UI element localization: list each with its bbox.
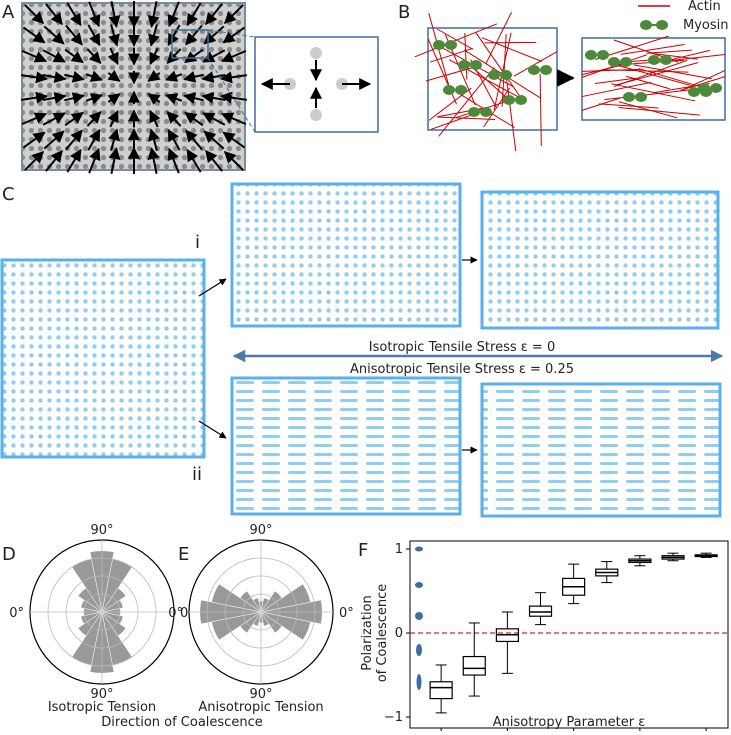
myosin bbox=[623, 92, 635, 102]
y-tick-label: 0 bbox=[395, 626, 403, 641]
legend-myosin bbox=[640, 20, 668, 30]
route-id: ii bbox=[192, 464, 202, 485]
simulation bbox=[482, 192, 718, 328]
y-axis-label: of Coalescence bbox=[375, 584, 390, 683]
shape-glyph bbox=[415, 612, 423, 620]
simulation bbox=[482, 384, 720, 516]
angle-label: 0° bbox=[339, 606, 354, 621]
y-axis-label: Polarization bbox=[360, 595, 375, 671]
myosin bbox=[635, 92, 647, 102]
myosin bbox=[470, 60, 482, 70]
x-axis-label: Anisotropy Parameter ε bbox=[493, 715, 645, 730]
angle-label: 0° bbox=[168, 606, 183, 621]
y-tick-label: 1 bbox=[395, 542, 403, 557]
y-tick-label: −1 bbox=[384, 710, 403, 725]
myosin bbox=[540, 65, 552, 75]
panel-label: B bbox=[398, 2, 410, 23]
route-label: Isotropic Tensile Stress ε = 0 bbox=[369, 340, 555, 355]
myosin bbox=[468, 107, 480, 117]
myosin bbox=[480, 107, 492, 117]
panel-label: E bbox=[178, 544, 189, 565]
plot-frame bbox=[410, 541, 728, 728]
myosin bbox=[710, 83, 722, 93]
myosin bbox=[585, 50, 597, 60]
angle-label: 0° bbox=[9, 606, 24, 621]
myosin bbox=[597, 50, 609, 60]
polar-title: Anisotropic Tension bbox=[198, 700, 323, 715]
angle-label: 90° bbox=[249, 523, 272, 538]
myosin bbox=[620, 57, 632, 67]
simulation bbox=[232, 378, 460, 514]
myosin bbox=[458, 60, 470, 70]
legend-text: Actin bbox=[688, 0, 721, 14]
myosin bbox=[433, 40, 445, 50]
panel-label: C bbox=[2, 184, 15, 205]
shape-glyph bbox=[417, 674, 422, 690]
myosin bbox=[515, 95, 527, 105]
myosin bbox=[455, 85, 467, 95]
simulation bbox=[2, 260, 204, 457]
simulation bbox=[232, 184, 460, 326]
route-id: i bbox=[195, 232, 200, 253]
shape-glyph bbox=[415, 582, 423, 588]
myosin bbox=[488, 70, 500, 80]
myosin bbox=[698, 83, 710, 93]
myosin bbox=[608, 57, 620, 67]
myosin bbox=[500, 70, 512, 80]
myosin bbox=[528, 65, 540, 75]
myosin bbox=[660, 55, 672, 65]
panel-label: F bbox=[358, 540, 368, 561]
angle-label: 90° bbox=[90, 523, 113, 538]
myosin bbox=[503, 95, 515, 105]
route-label: Anisotropic Tensile Stress ε = 0.25 bbox=[350, 362, 574, 377]
shared-xlabel: Direction of Coalescence bbox=[101, 715, 262, 730]
shape-glyph bbox=[416, 644, 422, 656]
shape-glyph bbox=[415, 547, 423, 552]
myosin bbox=[443, 85, 455, 95]
legend-text: Myosin bbox=[683, 18, 729, 33]
polar-title: Isotropic Tension bbox=[48, 700, 156, 715]
panel-label: A bbox=[2, 2, 15, 23]
myosin bbox=[445, 40, 457, 50]
panel-label: D bbox=[2, 544, 16, 565]
myosin bbox=[648, 55, 660, 65]
